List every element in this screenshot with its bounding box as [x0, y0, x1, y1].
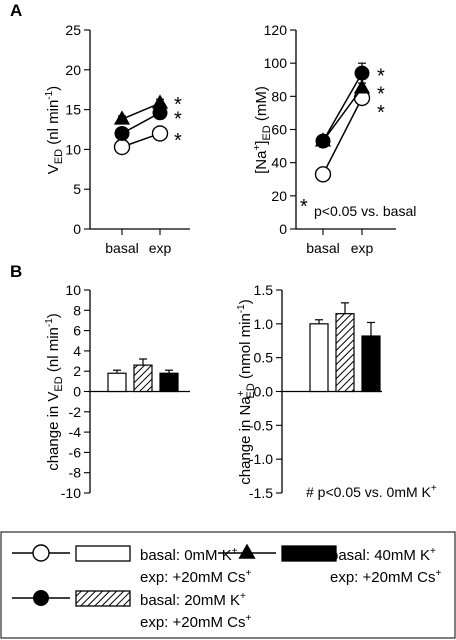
y-tick-label: 1.5 [254, 282, 274, 298]
chart-ved-marks: *** [113, 94, 182, 156]
y-tick-label: -1.0 [249, 451, 273, 467]
panel-label-b: B [10, 262, 22, 281]
y-tick-label: -2 [69, 404, 82, 420]
legend-bar-filled [281, 545, 337, 562]
note-p-0mm: # p<0.05 vs. 0mM K+ [306, 483, 437, 500]
legend-box [0, 531, 456, 639]
chart-ved-change-axes: 10 8 6 4 2 0 -2 -4 -6 -8 -10 [61, 282, 190, 501]
data-point-open-circle [151, 125, 169, 142]
y-tick-label: -0.5 [249, 417, 273, 433]
significance-star: * [377, 65, 385, 87]
data-point-filled-circle [354, 65, 370, 81]
y-tick-label: -4 [69, 424, 82, 440]
y-tick-label: 2 [73, 363, 81, 379]
bar-open [107, 372, 127, 393]
y-tick-label: 40 [271, 155, 287, 171]
legend: basal: 0mM K+ exp: +20mM Cs+ basal: 40mM… [0, 531, 456, 639]
data-point-triangle [113, 110, 131, 125]
chart-na-marks: *** [314, 62, 385, 183]
y-tick-label: 120 [264, 22, 288, 38]
y-tick-label: 5 [73, 181, 81, 197]
legend-marker-open-circle [32, 544, 50, 562]
bar-hatched [335, 313, 355, 393]
legend-entry-1-line2: exp: +20mM Cs+ [330, 568, 441, 586]
bar-open [309, 323, 329, 393]
legend-marks [12, 543, 337, 607]
y-tick-label: 15 [65, 102, 81, 118]
chart-ved-axes: 0 5 10 15 20 25 basal exp [65, 22, 190, 256]
chart-na-change-bar: 1.5 1.0 0.5 0.0 -0.5 -1.0 -1.5 change in Na+ED… [236, 282, 437, 501]
data-point-triangle [353, 79, 371, 94]
series-line-triangle [322, 87, 363, 142]
y-tick-label: 60 [271, 122, 287, 138]
y-tick-label: -8 [69, 465, 82, 481]
chart-ved-change-marks [107, 358, 179, 393]
y-tick-label: 8 [73, 302, 81, 318]
y-axis-label-ved-change: change in VED (nl min-1) [44, 313, 65, 471]
y-tick-label: 0.5 [254, 350, 274, 366]
significance-star: * [377, 102, 385, 124]
y-tick-label: 10 [65, 282, 81, 298]
legend-marker-triangle [238, 543, 256, 559]
data-point-triangle [151, 94, 169, 109]
data-point-open-circle [314, 166, 332, 183]
legend-entry-2-line2: exp: +20mM Cs+ [140, 613, 251, 631]
x-tick-label: exp [351, 240, 374, 256]
legend-entry-2-line1: basal: 20mM K+ [140, 591, 246, 609]
panel-label-a: A [10, 1, 22, 20]
bar-filled [361, 335, 381, 393]
chart-na-change-marks [309, 302, 381, 393]
y-tick-label: -1.5 [249, 485, 273, 501]
y-tick-label: 0.0 [254, 384, 274, 400]
x-tick-label: basal [306, 240, 339, 256]
chart-ved-change-bar: 10 8 6 4 2 0 -2 -4 -6 -8 -10 change in VED (nl min… [44, 282, 190, 501]
note-p-basal: p<0.05 vs. basal [314, 203, 416, 219]
bar-filled [159, 372, 179, 393]
significance-star: * [174, 130, 182, 152]
y-tick-label: 6 [73, 323, 81, 339]
legend-marker-filled-circle [33, 590, 49, 606]
y-tick-label: 10 [65, 141, 81, 157]
y-axis-label-na-change: change in Na+ED (nmol min-1) [236, 299, 257, 484]
y-tick-label: 20 [271, 188, 287, 204]
y-tick-label: 0 [73, 384, 81, 400]
y-tick-label: 100 [264, 55, 288, 71]
chart-na-change-axes: 1.5 1.0 0.5 0.0 -0.5 -1.0 -1.5 [249, 282, 382, 501]
significance-star: * [377, 84, 385, 106]
y-tick-label: 0 [279, 221, 287, 237]
y-axis-label-na: [Na+]ED (mM) [252, 86, 273, 174]
data-point-filled-circle [114, 125, 130, 141]
y-tick-label: -6 [69, 444, 82, 460]
data-point-triangle [314, 132, 332, 147]
y-tick-label: -10 [61, 485, 81, 501]
x-tick-label: basal [105, 240, 138, 256]
series-line-open-circle [322, 97, 363, 175]
bar-hatched [133, 364, 153, 393]
data-point-filled-circle [152, 105, 168, 121]
chart-na-axes: 0 20 40 60 80 100 120 basal exp [264, 22, 396, 256]
y-axis-label-ved: VED (nl min-1) [44, 86, 65, 174]
legend-bar-open [75, 545, 131, 562]
y-tick-label: 80 [271, 88, 287, 104]
series-line-filled-circle [322, 72, 363, 142]
x-tick-label: exp [149, 240, 172, 256]
y-tick-label: 20 [65, 62, 81, 78]
y-tick-label: 25 [65, 22, 81, 38]
data-point-open-circle [113, 138, 131, 156]
y-tick-label: 1.0 [254, 316, 274, 332]
legend-bar-hatched [75, 590, 131, 607]
legend-entry-0-line2: exp: +20mM Cs+ [140, 568, 251, 586]
legend-entry-0-line1: basal: 0mM K+ [140, 546, 238, 564]
note-star: * [300, 196, 308, 218]
legend-entry-1-line1: basal: 40mM K+ [330, 546, 436, 564]
significance-star: * [174, 108, 182, 130]
y-tick-label: 4 [73, 343, 81, 359]
y-tick-label: 0 [73, 221, 81, 237]
significance-star: * [174, 94, 182, 116]
